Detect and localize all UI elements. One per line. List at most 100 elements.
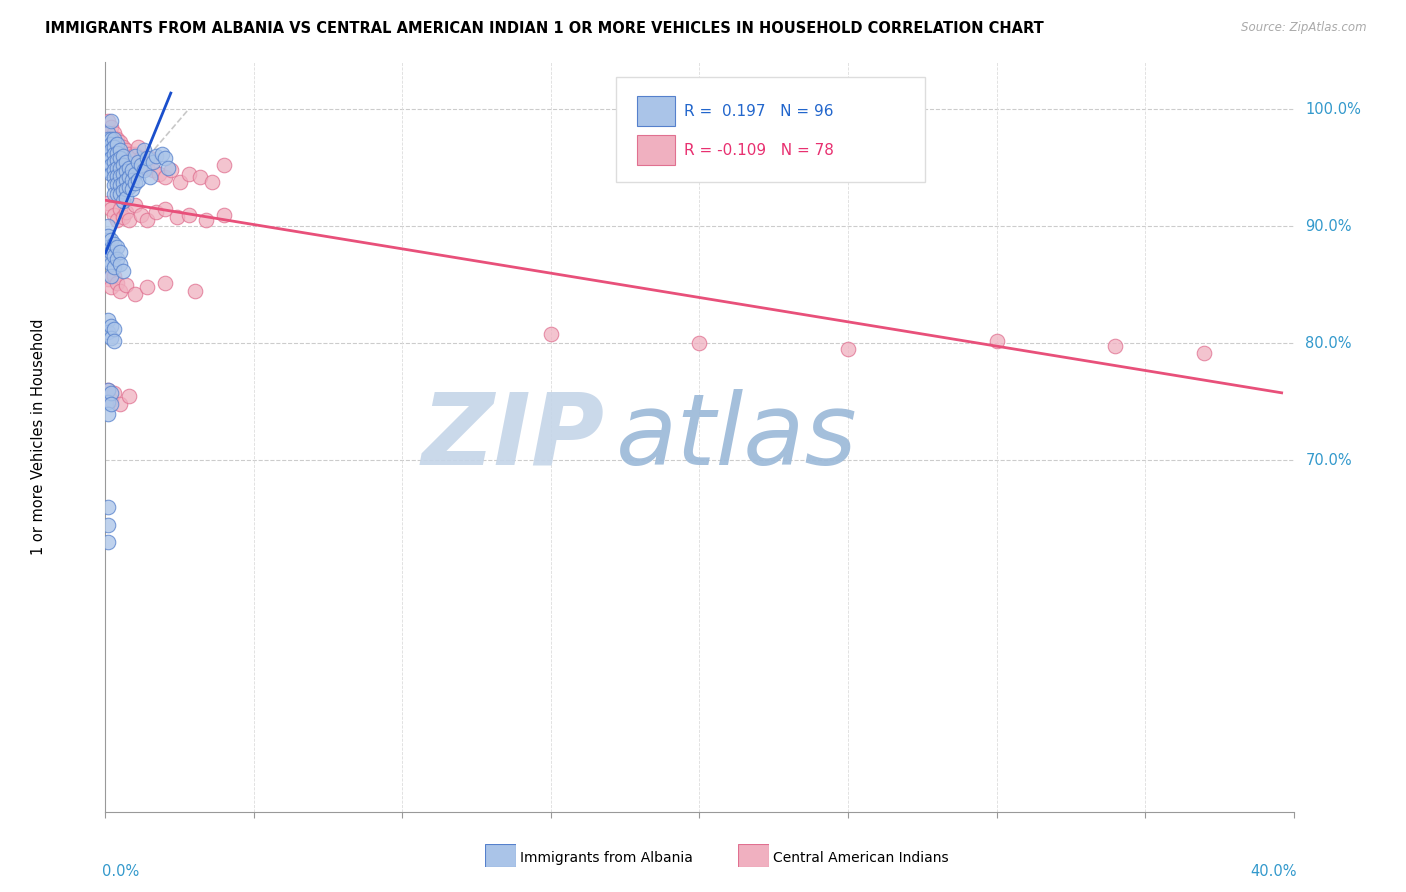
Point	[118, 161, 141, 175]
Point	[110, 284, 132, 298]
Point	[118, 157, 141, 171]
Point	[110, 135, 132, 149]
Point	[115, 205, 138, 219]
Point	[689, 336, 711, 351]
Point	[103, 156, 125, 170]
Point	[110, 161, 132, 175]
Point	[100, 120, 122, 134]
Point	[115, 172, 138, 186]
Point	[118, 170, 141, 185]
Point	[100, 202, 122, 216]
FancyBboxPatch shape	[616, 78, 925, 182]
Point	[100, 152, 122, 166]
Point	[115, 277, 138, 292]
Point	[115, 191, 138, 205]
Point	[118, 146, 141, 161]
Point	[132, 155, 155, 169]
Point	[121, 152, 143, 166]
Point	[110, 245, 132, 260]
Point	[110, 397, 132, 411]
Text: 1 or more Vehicles in Household: 1 or more Vehicles in Household	[31, 318, 46, 556]
Point	[214, 159, 236, 173]
Point	[112, 149, 135, 163]
Point	[100, 114, 122, 128]
Point	[100, 143, 122, 157]
FancyBboxPatch shape	[637, 96, 675, 126]
Text: ZIP: ZIP	[422, 389, 605, 485]
Point	[118, 213, 141, 227]
Point	[97, 313, 120, 327]
Point	[127, 155, 149, 169]
Point	[110, 186, 132, 201]
Text: 70.0%: 70.0%	[1305, 453, 1353, 468]
Point	[121, 161, 143, 175]
Point	[201, 175, 224, 189]
Point	[142, 155, 165, 169]
Point	[100, 268, 122, 283]
Point	[97, 240, 120, 254]
Point	[97, 517, 120, 532]
Point	[115, 182, 138, 196]
Point	[105, 145, 128, 160]
Point	[103, 135, 125, 149]
Point	[136, 213, 159, 227]
Point	[100, 131, 122, 145]
Point	[105, 131, 128, 145]
Point	[112, 210, 135, 224]
Point	[97, 535, 120, 549]
Point	[124, 149, 146, 163]
Point	[103, 268, 125, 283]
Point	[103, 186, 125, 201]
Point	[103, 126, 125, 140]
Point	[166, 210, 188, 224]
Point	[105, 152, 128, 166]
Point	[105, 153, 128, 167]
Point	[103, 163, 125, 178]
Point	[100, 131, 122, 145]
Point	[97, 114, 120, 128]
Point	[97, 131, 120, 145]
Point	[97, 500, 120, 515]
Point	[100, 330, 122, 344]
Point	[124, 287, 146, 301]
Point	[97, 228, 120, 243]
Point	[986, 334, 1008, 348]
Point	[127, 155, 149, 169]
Point	[112, 167, 135, 181]
Point	[150, 146, 173, 161]
Point	[100, 318, 122, 333]
Point	[124, 146, 146, 161]
Point	[105, 186, 128, 201]
Point	[129, 159, 152, 173]
Point	[177, 167, 200, 181]
Point	[112, 184, 135, 198]
Point	[103, 322, 125, 336]
Point	[105, 169, 128, 183]
Text: 40.0%: 40.0%	[1250, 864, 1296, 880]
Point	[159, 163, 181, 178]
Point	[103, 249, 125, 263]
Point	[103, 155, 125, 169]
Point	[127, 139, 149, 153]
Point	[1194, 345, 1216, 359]
Point	[139, 170, 162, 185]
Point	[112, 264, 135, 278]
Point	[132, 163, 155, 178]
Point	[103, 260, 125, 275]
Point	[110, 143, 132, 157]
Point	[115, 143, 138, 157]
Point	[110, 257, 132, 271]
Point	[110, 202, 132, 216]
Point	[127, 172, 149, 186]
Point	[145, 205, 167, 219]
Point	[837, 343, 859, 357]
Point	[115, 164, 138, 178]
Point	[121, 163, 143, 178]
Point	[124, 167, 146, 181]
Point	[97, 219, 120, 234]
Point	[100, 137, 122, 152]
Point	[139, 152, 162, 166]
Point	[103, 208, 125, 222]
Point	[153, 276, 176, 290]
Point	[97, 126, 120, 140]
